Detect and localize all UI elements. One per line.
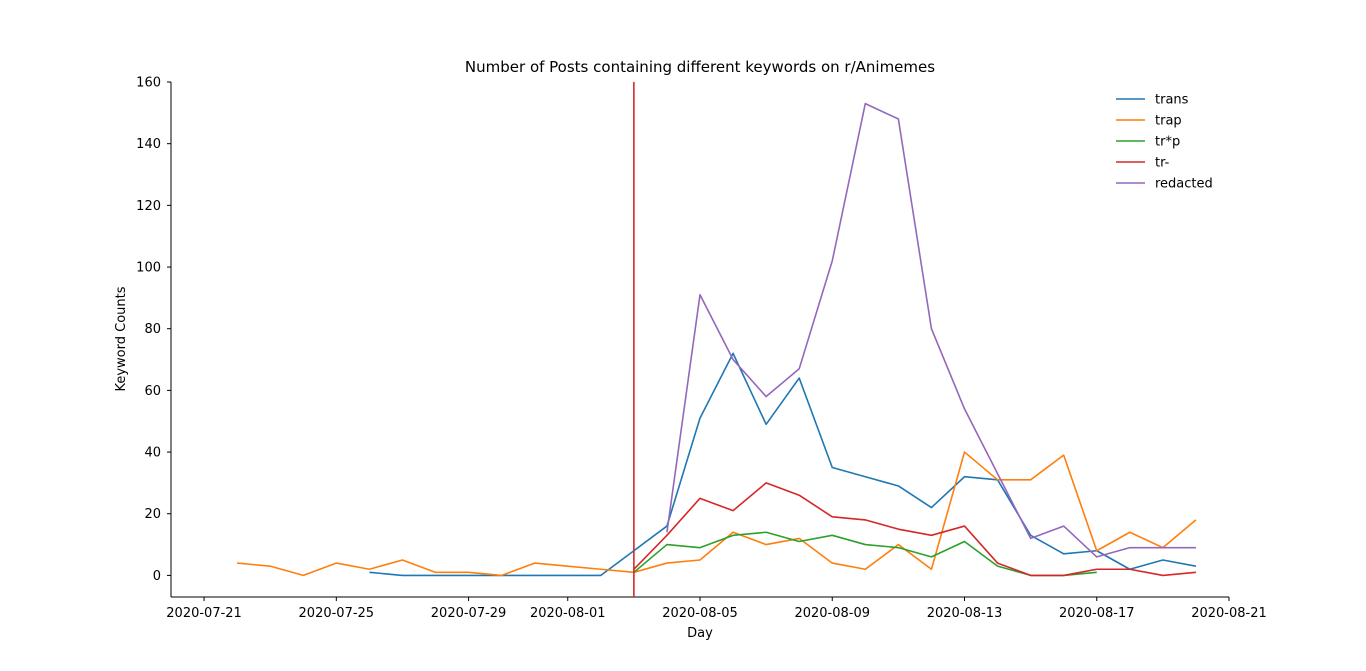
legend-label: trans [1155, 93, 1189, 108]
legend-label: tr*p [1155, 135, 1180, 150]
x-tick-label: 2020-08-01 [530, 606, 606, 621]
x-tick-label: 2020-08-17 [1059, 606, 1135, 621]
legend-label: redacted [1155, 177, 1213, 192]
x-tick-label: 2020-08-21 [1191, 606, 1267, 621]
x-tick-label: 2020-07-25 [299, 606, 375, 621]
y-tick-label: 40 [144, 446, 161, 461]
y-tick-label: 0 [153, 569, 161, 584]
x-tick-label: 2020-08-13 [927, 606, 1003, 621]
y-tick-label: 80 [144, 322, 161, 337]
chart-title: Number of Posts containing different key… [465, 58, 935, 76]
y-tick-label: 120 [136, 199, 161, 214]
y-ticks: 0 20 40 60 80 100 120 140 160 [136, 76, 171, 584]
x-tick-label: 2020-08-05 [662, 606, 738, 621]
y-tick-label: 60 [144, 384, 161, 399]
series-group [237, 104, 1196, 576]
x-tick-label: 2020-08-09 [794, 606, 870, 621]
y-tick-label: 20 [144, 507, 161, 522]
y-tick-label: 100 [136, 261, 161, 276]
y-axis-label: Keyword Counts [114, 286, 129, 391]
x-axis-label: Day [687, 626, 713, 641]
y-tick-label: 160 [136, 76, 161, 91]
x-tick-label: 2020-07-29 [431, 606, 507, 621]
legend-label: tr- [1155, 156, 1170, 171]
series-line-trap [237, 452, 1196, 575]
legend-label: trap [1155, 114, 1182, 129]
axes [171, 82, 1229, 597]
x-tick-label: 2020-07-21 [166, 606, 242, 621]
legend: trans trap tr*p tr-redacted [1116, 93, 1213, 192]
series-line-redacted [667, 104, 1196, 557]
x-ticks: 2020-07-21 2020-07-25 2020-07-29 2020-08-01… [166, 597, 1267, 621]
y-tick-label: 140 [136, 137, 161, 152]
